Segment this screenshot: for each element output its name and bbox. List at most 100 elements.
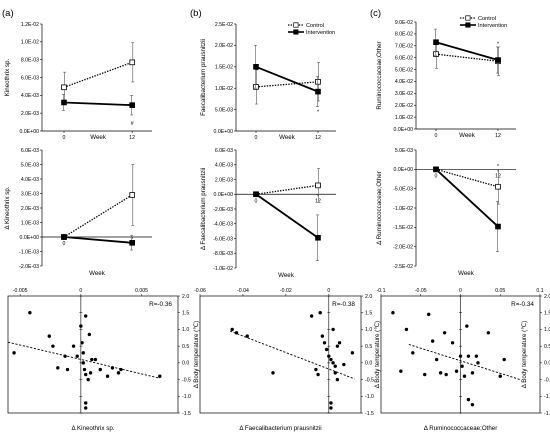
x-axis-label: Week xyxy=(459,132,476,139)
y-tick-label: 1.0 xyxy=(544,327,550,333)
panel-letter-a: (a) xyxy=(2,8,14,19)
data-point xyxy=(337,341,342,345)
series-line-intervention xyxy=(255,193,319,239)
trend-line xyxy=(408,344,521,381)
data-point xyxy=(411,351,415,355)
data-point xyxy=(350,351,355,355)
x-axis-label: Week xyxy=(458,270,475,277)
x-tick-label: 12 xyxy=(315,135,321,141)
y-tick-label: 4.0E-03 xyxy=(21,177,39,183)
data-point-control xyxy=(433,51,439,57)
data-point-control xyxy=(315,78,321,85)
y-tick-label: 9.0E-02 xyxy=(395,20,413,26)
y-tick-label: -4.0E-03 xyxy=(213,222,233,228)
data-point xyxy=(84,372,88,377)
series-line-intervention xyxy=(435,168,499,228)
x-axis-label: Week xyxy=(278,272,295,279)
data-point xyxy=(450,341,455,345)
data-point xyxy=(329,401,333,405)
y-tick-label: 0.0E+00 xyxy=(394,127,414,133)
data-point xyxy=(90,357,94,362)
y-tick-label: -1.5E-02 xyxy=(393,225,413,231)
data-point xyxy=(84,401,88,405)
x-tick-label: 12 xyxy=(315,198,321,204)
data-point xyxy=(75,354,79,358)
x-tick-label: 0.1 xyxy=(536,288,543,294)
y-axis-label: Δ Ruminococcaceae;Other xyxy=(376,171,383,245)
line-chart-0: 0.0E+00 2.0E-03 4.0E-03 6.0E-03 8.0E-03 1.0E-… xyxy=(4,22,152,141)
scatter-chart-7: 2.0 1.5 1.0 0.5 0.0 -0.5 -1.0 -1.5 -0.06 -0.04 -0.… xyxy=(194,288,381,432)
data-point-control xyxy=(315,182,321,189)
data-point xyxy=(234,331,239,335)
y-tick-label: 4.0E-03 xyxy=(215,163,233,169)
y-tick-label: 3.0E-03 xyxy=(21,191,39,197)
data-point xyxy=(316,372,320,377)
data-point-control xyxy=(129,59,136,66)
significance-mark: * xyxy=(497,41,499,47)
data-point xyxy=(87,332,92,337)
y-tick-label: 6.0E-02 xyxy=(395,55,413,61)
x-tick-label: 0 xyxy=(255,198,258,204)
y-tick-label: 0.5 xyxy=(544,344,550,350)
y-tick-label: 6.0E-03 xyxy=(21,75,39,81)
x-tick-label: -0.04 xyxy=(237,288,249,294)
y-tick-label: 1.0E-02 xyxy=(215,86,233,92)
y-tick-label: 5.0E-03 xyxy=(395,148,413,154)
data-point xyxy=(116,371,121,375)
series-line-intervention xyxy=(63,236,133,244)
scatter-chart-8: 2.0 1.5 1.0 0.5 0.0 -0.5 -1.0 -1.5 -0.1 -0.05 0 0.0… xyxy=(377,288,550,432)
y-tick-label: 2.0 xyxy=(544,294,550,300)
data-point xyxy=(82,367,87,372)
correlation-label: R=-0.36 xyxy=(149,301,172,308)
y-tick-label: 8.0E-02 xyxy=(395,32,413,38)
legend-marker-intervention xyxy=(293,29,299,35)
line-chart-2: 0.0E+00 1.0E-02 2.0E-02 3.0E-02 4.0E-02 5.0E-… xyxy=(376,15,516,139)
y-tick-label: 0.0 xyxy=(365,361,372,367)
panel-letter-b: (b) xyxy=(190,8,202,19)
data-point xyxy=(498,374,502,378)
legend-label-control: Control xyxy=(478,16,496,22)
data-point xyxy=(438,371,443,375)
data-point xyxy=(329,357,333,362)
data-point xyxy=(318,311,322,315)
trend-line xyxy=(7,341,160,379)
y-tick-label: 0.0E+00 xyxy=(394,167,414,173)
data-point xyxy=(158,374,162,378)
data-point xyxy=(119,367,123,372)
y-tick-label: -1.0E-03 xyxy=(19,249,39,255)
x-axis-label: Δ Ruminococcaceae;Other xyxy=(424,425,498,432)
x-tick-label: 0 xyxy=(327,288,330,294)
data-point xyxy=(230,327,234,332)
data-point xyxy=(63,354,67,358)
y-tick-label: 1.0E-02 xyxy=(21,40,39,46)
data-point-intervention xyxy=(61,234,67,240)
x-tick-label: 12 xyxy=(129,135,135,141)
y-tick-label: 1.0E-02 xyxy=(395,115,413,121)
data-point-control xyxy=(253,84,259,90)
x-axis-label: Week xyxy=(89,270,106,277)
y-tick-label: 4.0E-02 xyxy=(395,79,413,85)
data-point xyxy=(331,327,335,332)
x-tick-label: 12 xyxy=(495,173,501,179)
x-axis-label: Δ Faecalibacterium prausnitzii xyxy=(239,425,321,432)
y-tick-label: 5.0E-03 xyxy=(21,162,39,168)
data-point xyxy=(335,344,340,348)
data-point xyxy=(470,402,475,407)
x-tick-label: 0.05 xyxy=(495,288,505,294)
y-tick-label: -1.0 xyxy=(182,394,191,400)
data-point xyxy=(93,357,98,362)
y-tick-label: -2.0E-03 xyxy=(213,207,233,213)
data-point xyxy=(105,374,110,378)
data-point-intervention xyxy=(495,223,501,230)
y-tick-label: -1.5 xyxy=(182,411,191,417)
line-chart-3: -2.0E-03 -1.0E-03 0.0E+00 1.0E-03 2.0E-03 3.0… xyxy=(4,148,152,277)
y-axis-label: Δ Body temperature (℃) xyxy=(521,321,528,388)
y-tick-label: -2.5E-02 xyxy=(393,264,413,270)
data-point xyxy=(427,312,431,317)
y-tick-label: 0.0 xyxy=(544,361,550,367)
data-point xyxy=(458,354,463,358)
data-point xyxy=(470,371,475,375)
data-point xyxy=(465,324,469,328)
